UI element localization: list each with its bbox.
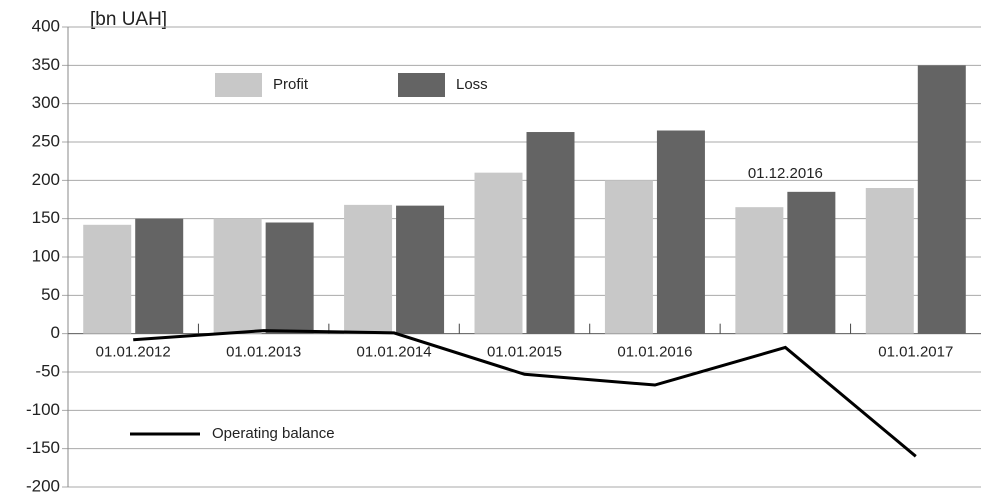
bar: [735, 207, 784, 334]
y-tick-label: 250: [32, 131, 60, 150]
bar: [604, 180, 653, 334]
x-tick-label: 01.01.2015: [487, 344, 562, 361]
y-tick-label: 300: [32, 93, 60, 112]
bar: [135, 218, 184, 334]
y-tick-label: 200: [32, 170, 60, 189]
bar: [787, 191, 836, 334]
x-tick-label: 01.01.2012: [96, 344, 171, 361]
legend-label: Profit: [273, 76, 309, 93]
y-tick-label: 100: [32, 246, 60, 265]
bar: [917, 65, 966, 334]
y-tick-label: -50: [35, 361, 60, 380]
x-tick-label: 01.01.2013: [226, 344, 301, 361]
y-tick-label: 400: [32, 16, 60, 35]
y-tick-label: 350: [32, 55, 60, 74]
x-tick-label: 01.01.2014: [357, 344, 432, 361]
x-tick-label: 01.01.2017: [878, 344, 953, 361]
bar: [656, 130, 705, 334]
y-tick-label: 150: [32, 208, 60, 227]
legend-swatch: [398, 73, 445, 97]
y-tick-label: -100: [26, 400, 60, 419]
x-tick-label: 01.12.2016: [748, 165, 823, 182]
legend-label: Operating balance: [212, 425, 335, 442]
bar: [865, 188, 914, 334]
bar: [213, 218, 262, 334]
y-tick-label: -200: [26, 476, 60, 492]
y-tick-label: -150: [26, 438, 60, 457]
bar: [83, 224, 132, 334]
y-tick-label: 0: [51, 323, 60, 342]
bar: [396, 205, 445, 334]
line-series: [133, 329, 917, 458]
y-axis-label: [bn UAH]: [90, 9, 167, 30]
bar: [526, 132, 575, 334]
bar: [265, 222, 314, 334]
x-tick-label: 01.01.2016: [617, 344, 692, 361]
y-tick-label: 50: [41, 285, 60, 304]
legend-label: Loss: [456, 76, 488, 93]
bar: [344, 204, 393, 334]
legend-swatch: [215, 73, 262, 97]
bar: [474, 172, 523, 334]
